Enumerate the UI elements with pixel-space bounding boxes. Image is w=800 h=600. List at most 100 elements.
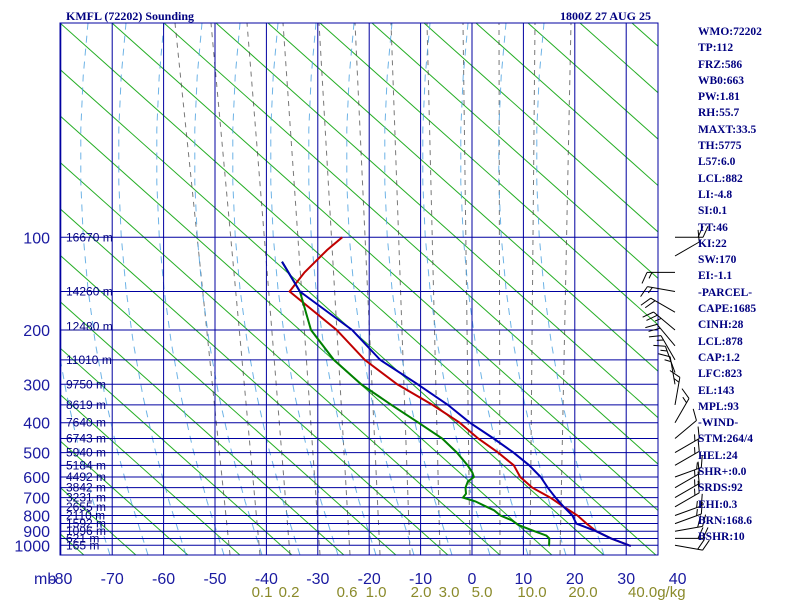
index-item: LCL:878 (698, 335, 743, 348)
wind-barb-staff (674, 492, 700, 508)
temperature-tick-label: -80 (49, 571, 72, 588)
dry-adiabat-line (60, 347, 293, 555)
wind-barb-half-flag (696, 462, 698, 470)
wind-barb-staff (674, 241, 700, 257)
index-item: LFC:823 (698, 368, 743, 381)
wind-barb (653, 344, 676, 373)
wind-barb-flag (658, 353, 671, 358)
wind-barb-half-flag (696, 509, 698, 516)
mixing-ratio-tick-label: 0.2 (279, 584, 300, 600)
mixing-ratio-tick-label: 0.6 (337, 584, 358, 600)
index-item: WB0:663 (698, 74, 744, 87)
wind-barb-half-flag (694, 479, 696, 487)
wind-barb-half-flag (682, 396, 687, 404)
wind-barb (674, 229, 700, 257)
pressure-tick-label: 100 (23, 230, 50, 247)
wind-barb-staff (674, 450, 700, 466)
pressure-tick-label: 900 (23, 524, 50, 541)
wind-barb-flag (641, 272, 648, 284)
height-label: 5940 m (66, 446, 106, 460)
index-item: TT:46 (698, 221, 728, 234)
pressure-tick-label: 800 (23, 509, 50, 526)
height-label: 165 m (66, 538, 99, 552)
mixing-ratio-line (390, 23, 411, 555)
dry-adiabat-line (60, 254, 397, 555)
moist-adiabat-line (384, 23, 453, 555)
wind-barb (642, 311, 676, 331)
wind-barb (658, 353, 676, 385)
height-label: 621 m (66, 531, 99, 545)
index-item: MPL:93 (698, 400, 739, 413)
index-item: L57:6.0 (698, 156, 736, 169)
index-item: PW:1.81 (698, 91, 740, 104)
wind-barb-half-flag (694, 434, 696, 442)
wind-barb-flag (640, 286, 648, 297)
dry-adiabat-line (371, 23, 658, 280)
pressure-tick-label: 300 (23, 377, 50, 394)
wind-barb-flag (700, 493, 703, 506)
mixing-ratio-tick-label: 20.0 (568, 584, 597, 600)
moist-adiabat-line (118, 23, 187, 555)
wind-barb (674, 388, 690, 423)
moist-adiabat-line (422, 23, 491, 555)
temperature-tick-label: -20 (358, 571, 381, 588)
temperature-tick-label: 20 (566, 571, 584, 588)
moist-adiabat-line (232, 23, 301, 555)
dry-adiabat-line (475, 23, 658, 187)
height-label: 5184 m (66, 458, 106, 472)
mixing-ratio-line (354, 23, 381, 555)
wind-barb-flag (697, 461, 700, 474)
moist-adiabat-line (60, 354, 111, 555)
index-item: -WIND- (698, 417, 739, 430)
moist-adiabat-line (460, 23, 529, 555)
wind-barb (674, 480, 700, 508)
wind-barb-flag (702, 226, 709, 238)
wind-barb-half-flag (694, 447, 696, 454)
height-label: 14260 m (66, 285, 113, 299)
height-label: 1096 m (66, 524, 106, 538)
height-label: 12480 m (66, 320, 113, 334)
dry-adiabat-line (267, 23, 658, 372)
isobars (59, 22, 659, 556)
wind-barb-flag (640, 297, 652, 306)
height-label: 3842 m (66, 481, 106, 495)
pressure-axis-label: mb (34, 571, 56, 588)
wind-barb (674, 514, 707, 532)
wind-barb-flag (697, 439, 700, 452)
pressure-tick-label: 700 (23, 491, 50, 508)
mixing-ratio-tick-label: 0.1 (252, 584, 273, 600)
wind-barb-staff (650, 297, 676, 313)
mixing-ratio-tick-label: 10.0 (517, 584, 546, 600)
wind-barb-flag (697, 539, 705, 550)
pressure-tick-label: 500 (23, 446, 50, 463)
wind-barb-staff (674, 398, 690, 423)
dry-adiabat-line (60, 393, 241, 555)
moist-adiabat-line (80, 23, 149, 555)
wind-barb-flag (669, 370, 681, 378)
wind-barb-flag (697, 426, 700, 439)
mixing-ratio-line (246, 23, 291, 555)
wind-barb-half-flag (664, 359, 672, 363)
parcel-trace (281, 261, 632, 547)
index-item: CINH:28 (698, 319, 744, 332)
mixing-ratio-line (426, 23, 441, 555)
height-label: 16670 m (66, 230, 113, 244)
dry-adiabat-line (60, 115, 553, 555)
wind-barb-flag (697, 515, 702, 528)
moist-adiabat-line (308, 23, 377, 555)
wind-barb-flag (653, 344, 666, 347)
mixing-ratio-lines (174, 23, 572, 555)
pressure-tick-label: 400 (23, 416, 50, 433)
wind-barb-half-flag (648, 272, 653, 279)
wind-barb-flag (692, 408, 697, 421)
wind-barb-flag (644, 300, 656, 309)
moist-adiabat-line (194, 23, 263, 555)
wind-barb-staff (653, 311, 676, 331)
temperature-trace (288, 236, 632, 547)
mixing-ratio-tick-label: 5.0 (472, 584, 493, 600)
indices-panel: WMO:72202 TP:112 FRZ:586 WB0:663 PW:1.81 RH:5… (698, 24, 762, 546)
index-item: -PARCEL- (698, 286, 753, 299)
wind-barb-flag (702, 514, 707, 527)
index-item: SI:0.1 (698, 205, 728, 218)
height-label: 2110 m (66, 509, 105, 523)
